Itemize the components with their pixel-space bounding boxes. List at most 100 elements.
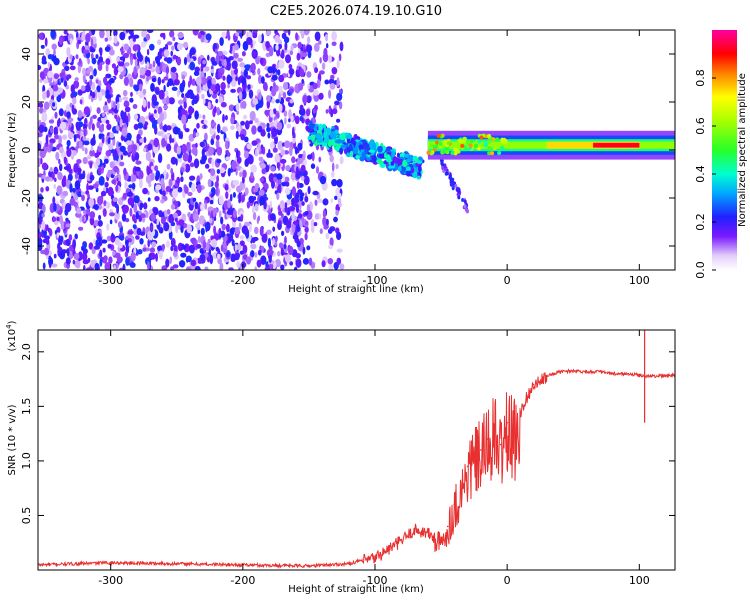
spectrogram-cell [299,68,305,78]
spectrogram-cell [328,89,332,99]
spectrogram-cell [244,120,250,130]
snr-data-point [453,503,456,506]
spectrogram-cell [268,148,271,156]
spectrogram-y-ticks: -40 -20 0 20 40 [20,47,675,255]
spectrogram-cell [339,156,344,165]
spectrogram-cell [60,220,65,230]
spectrogram-cell [218,71,223,79]
spectrogram-cell [155,105,159,109]
spectrogram-cell [229,43,233,53]
spectrogram-cell [75,54,79,60]
spectrogram-cell [47,54,54,60]
spectrogram-cell [306,95,312,104]
spectrogram-cell [78,173,85,180]
spectrogram-cell [301,78,305,84]
spectrogram-cell [161,243,166,251]
spectrogram-cell [117,66,124,73]
spectrogram-cell [217,257,222,265]
spectrogram-cell [455,148,460,153]
spectrogram-cell [220,89,226,96]
spectrogram-cell [109,219,113,225]
spectrogram-cell [199,173,203,180]
spectrogram-cell [248,195,255,204]
spectrogram-cell [272,82,276,88]
spectrogram-cell [274,153,280,164]
spectrogram-cell [289,50,293,56]
spectrogram-cell [241,30,246,36]
spectrogram-cell [358,144,364,150]
spectrogram-cell [69,102,73,108]
spectrogram-cell [91,123,95,131]
spectrogram-cell [296,240,301,248]
spectrogram-cell [130,56,133,66]
spectrogram-cell [156,218,160,226]
snr-series [38,330,675,570]
spectrogram-cell [204,66,210,72]
spectrogram-cell [129,97,134,103]
spectrogram-cell [216,169,221,174]
spectrogram-cell [466,140,471,145]
spectrogram-cell [199,141,205,147]
spectrogram-cell [79,99,83,105]
spectrogram-cell [290,115,294,122]
spectrogram-cell [304,195,309,203]
spectrogram-cell [308,124,315,129]
spectrogram-cell [193,70,200,76]
spectrogram-cell [241,89,247,100]
spectrogram-cell [87,257,91,263]
spectrogram-cell [205,242,210,252]
spectrogram-cell [77,191,82,198]
spectrogram-cell [138,216,142,222]
spectrogram-cell [181,143,187,154]
spectrogram-cell [139,238,144,245]
spectrogram-cell [282,82,289,91]
spectrogram-cell [70,84,76,94]
spectrogram-cell [254,252,258,258]
colorbar-tick-label: 0.4 [694,165,707,183]
spectrogram-cell [290,172,296,181]
spectrogram-cell [150,224,153,231]
spectrogram-cell [107,137,111,144]
spectrogram-cell [238,192,242,201]
spectrogram-cell [85,33,91,43]
spectrogram-cell [328,264,334,270]
spectrogram-cell [474,143,478,148]
snr-data-point [513,432,515,435]
spectrogram-cell [170,138,175,143]
spectrogram-cell [234,226,240,235]
spectrogram-cell [135,211,139,220]
spectrogram-cell [82,136,87,141]
spectrogram-cell [142,187,149,195]
spectrogram-cell [314,31,321,42]
spectrogram-cell [241,261,247,268]
spectrogram-cell [280,247,284,253]
spectrogram-cell [386,148,391,151]
spectrogram-cell [275,64,279,70]
spectrogram-cell [189,61,196,71]
spectrogram-cell [157,131,164,136]
spectrogram-cell [445,171,449,176]
spectrogram-cell [416,175,421,180]
spectrogram-cell [162,190,166,197]
spectrogram-cell [252,40,256,45]
spectrogram-cell [163,105,169,110]
spectrogram-cell [210,138,215,146]
spectrogram-cell [307,84,310,90]
spectrogram-cell [197,32,202,39]
spectrogram-cell [280,149,286,156]
spectrogram-cell [311,135,315,142]
spectrogram-cell [38,237,43,246]
spectrogram-cell [278,103,283,113]
spectrogram-cell [97,220,103,227]
spectrogram-cell [68,234,73,241]
spectrogram-cell [147,260,150,270]
spectrogram-cell [52,102,56,107]
spectrogram-cell [102,105,109,112]
spectrogram-cell [319,57,322,64]
spectrogram-cell [126,191,133,197]
spectrogram-cell [176,176,181,185]
spectrogram-cell [224,115,228,121]
spectrogram-cell [53,57,60,66]
spectrogram-cell [65,223,71,228]
spectrogram-cell [252,211,257,221]
